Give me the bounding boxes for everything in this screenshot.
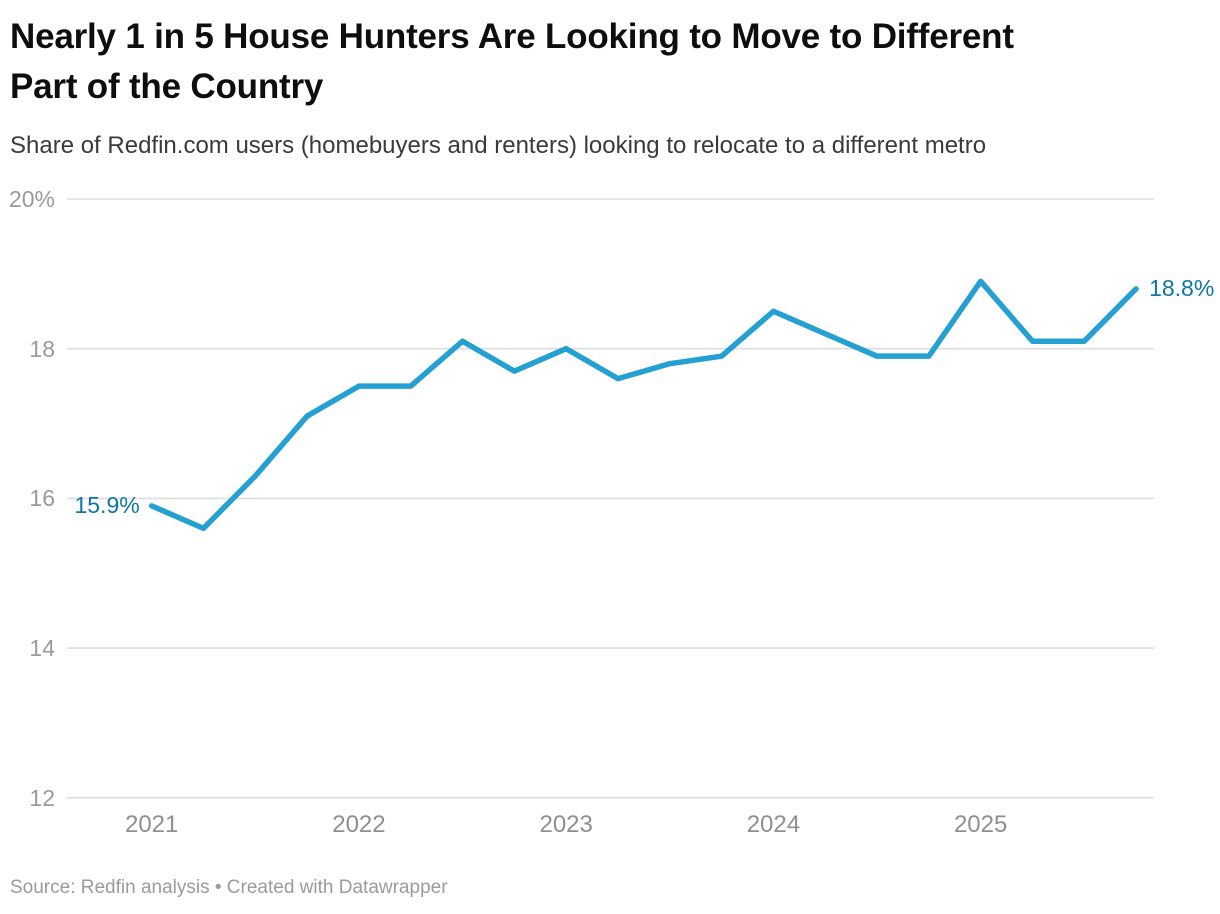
- chart-title: Nearly 1 in 5 House Hunters Are Looking …: [10, 17, 1014, 106]
- y-axis-tick-label: 14: [29, 635, 55, 662]
- y-axis-tick-label: 16: [29, 485, 55, 512]
- y-axis-tick-label: 18: [29, 335, 55, 362]
- x-axis-tick-label: 2024: [746, 811, 801, 838]
- x-axis-tick-label: 2023: [539, 811, 593, 838]
- x-axis-tick-label: 2025: [953, 811, 1008, 838]
- last-point-value-label: 18.8%: [1149, 274, 1215, 301]
- chart-subtitle: Share of Redfin.com users (homebuyers an…: [10, 132, 987, 159]
- first-point-value-label: 15.9%: [74, 491, 140, 518]
- y-axis-tick-label: 20%: [8, 186, 55, 212]
- trend-line: [148, 278, 1139, 532]
- source-attribution: Source: Redfin analysis • Created with D…: [10, 877, 448, 898]
- y-axis-tick-label: 12: [29, 784, 55, 811]
- x-axis-tick-label: 2022: [332, 811, 386, 838]
- x-axis-tick-label: 2021: [124, 811, 179, 838]
